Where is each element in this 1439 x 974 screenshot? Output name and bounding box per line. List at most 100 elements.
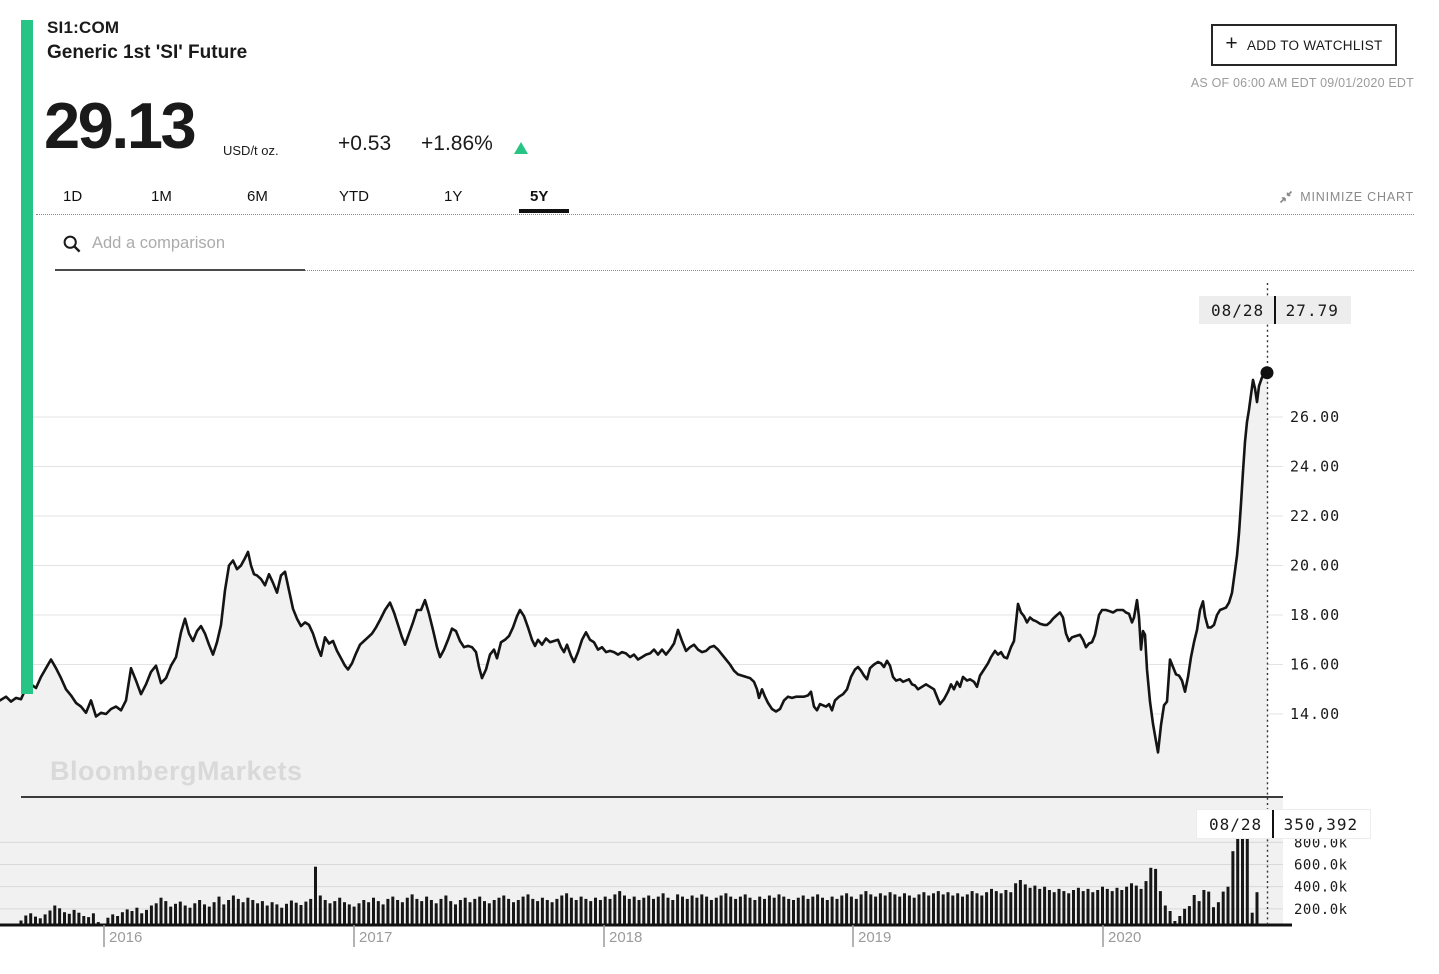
volume-bar <box>24 915 28 926</box>
volume-bar <box>449 901 453 926</box>
tab-1m[interactable]: 1M <box>151 188 172 205</box>
volume-bar <box>1173 921 1177 926</box>
minimize-chart-button[interactable]: MINIMIZE CHART <box>1279 190 1414 204</box>
volume-bar <box>468 902 472 926</box>
volume-bar <box>999 893 1003 926</box>
search-separator <box>305 270 1414 271</box>
search-underline <box>55 269 305 271</box>
volume-bar <box>1009 892 1013 926</box>
volume-bar <box>63 912 66 926</box>
volume-bar <box>256 903 260 926</box>
tab-ytd[interactable]: YTD <box>339 188 369 205</box>
volume-bar <box>140 913 144 926</box>
volume-bar <box>874 896 878 926</box>
volume-bar <box>690 895 694 926</box>
volume-bar <box>1047 890 1051 926</box>
volume-bar <box>285 903 288 926</box>
volume-bar <box>48 910 52 926</box>
volume-bar <box>1231 851 1235 926</box>
volume-bar <box>376 901 380 926</box>
volume-bar <box>420 901 424 926</box>
volume-bar <box>555 898 559 926</box>
price-axis-label: 24.00 <box>1290 458 1340 476</box>
volume-bar <box>1197 901 1201 926</box>
volume-bar <box>1168 911 1172 926</box>
volume-bar <box>603 896 607 926</box>
volume-bar <box>1043 886 1047 926</box>
volume-bar <box>560 895 564 926</box>
volume-bar <box>1091 892 1095 926</box>
tab-5y[interactable]: 5Y <box>530 188 549 205</box>
volume-bar <box>289 900 293 926</box>
volume-bar <box>878 893 882 926</box>
volume-bar <box>178 901 182 926</box>
add-comparison-input[interactable]: Add a comparison <box>92 234 225 252</box>
up-arrow-icon <box>514 142 528 154</box>
volume-bar <box>666 897 670 926</box>
volume-axis-label: 400.0k <box>1294 880 1348 896</box>
volume-bar <box>34 916 37 926</box>
volume-bar <box>1192 895 1196 926</box>
volume-bar <box>415 898 419 926</box>
volume-bar <box>1139 888 1143 926</box>
volume-bar <box>478 896 482 926</box>
volume-bar <box>922 892 926 926</box>
volume-bar <box>410 894 414 926</box>
volume-bar <box>637 900 641 926</box>
volume-bar <box>149 905 153 926</box>
volume-bar <box>753 900 757 926</box>
price-axis-label: 26.00 <box>1290 408 1340 426</box>
volume-bar <box>772 897 776 926</box>
volume-bar <box>101 923 105 926</box>
volume-bar <box>328 903 332 926</box>
tab-1y[interactable]: 1Y <box>444 188 463 205</box>
add-to-watchlist-button[interactable]: + ADD TO WATCHLIST <box>1211 24 1397 66</box>
volume-bar <box>1221 891 1225 926</box>
volume-bar <box>936 891 940 926</box>
volume-bar <box>38 918 42 926</box>
volume-bar <box>1086 888 1090 926</box>
volume-bar <box>1241 836 1244 926</box>
tab-1d[interactable]: 1D <box>63 188 83 205</box>
volume-bar <box>1158 891 1162 926</box>
search-icon[interactable] <box>62 234 82 254</box>
volume-bar <box>386 898 390 926</box>
volume-bar <box>854 898 858 926</box>
volume-bar <box>835 898 839 926</box>
volume-bar <box>372 897 375 926</box>
volume-bar <box>1110 891 1114 926</box>
volume-bar <box>463 897 467 926</box>
volume-bar <box>265 905 269 926</box>
volume-bar <box>893 894 897 926</box>
volume-bar <box>405 897 409 926</box>
volume-bar <box>381 904 385 926</box>
volume-bar <box>1125 886 1129 926</box>
volume-bar <box>1023 884 1027 926</box>
volume-bar <box>738 896 742 926</box>
volume-bar <box>965 894 969 926</box>
volume-bar <box>859 894 863 926</box>
volume-bar <box>222 904 226 926</box>
volume-bar <box>695 897 699 926</box>
volume-bar <box>198 900 202 926</box>
tab-6m[interactable]: 6M <box>247 188 268 205</box>
volume-bar <box>251 900 255 926</box>
year-label: 2019 <box>858 929 891 946</box>
volume-bar <box>116 916 120 926</box>
volume-bar <box>67 913 71 926</box>
volume-bar <box>767 895 771 926</box>
volume-bar <box>1178 916 1182 926</box>
volume-bar <box>323 900 327 926</box>
volume-bar <box>705 896 709 926</box>
volume-bar <box>1018 880 1022 926</box>
volume-bar <box>125 909 129 926</box>
volume-bar <box>777 894 781 926</box>
volume-bar <box>19 920 23 926</box>
tooltip-date: 08/28 <box>1211 300 1265 320</box>
as-of-timestamp: AS OF 06:00 AM EDT 09/01/2020 EDT <box>1190 76 1414 90</box>
volume-bar <box>714 897 718 926</box>
volume-bar <box>91 913 95 926</box>
volume-bar <box>352 906 356 926</box>
volume-bar <box>632 896 636 926</box>
volume-bar <box>1067 893 1071 926</box>
